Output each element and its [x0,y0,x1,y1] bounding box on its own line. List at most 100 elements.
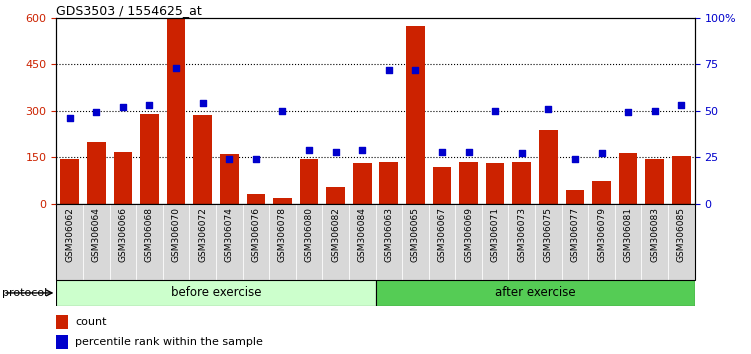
Point [569,156,581,162]
Text: GSM306065: GSM306065 [411,207,420,262]
Bar [243,204,269,280]
Point [90,110,102,115]
Bar [167,19,185,204]
Bar [193,115,212,204]
Point [356,147,368,153]
Point [170,65,182,71]
Bar [110,204,136,280]
Point [409,67,421,73]
Bar [376,280,695,306]
Point [596,150,608,156]
Bar [60,159,79,204]
Point [436,149,448,154]
Text: GSM306077: GSM306077 [571,207,580,262]
Bar [273,198,291,204]
Bar [56,335,68,348]
Bar [566,190,584,204]
Bar [615,204,641,280]
Point [383,67,395,73]
Text: percentile rank within the sample: percentile rank within the sample [75,337,264,347]
Text: GSM306081: GSM306081 [623,207,632,262]
Bar [113,153,132,204]
Text: GDS3503 / 1554625_at: GDS3503 / 1554625_at [56,4,202,17]
Bar [433,167,451,204]
Point [197,101,209,106]
Bar [87,142,106,204]
Bar [189,204,216,280]
Bar [486,163,505,204]
Text: GSM306069: GSM306069 [464,207,473,262]
Bar [220,154,239,204]
Point [463,149,475,154]
Text: after exercise: after exercise [495,286,575,299]
Bar [246,194,265,204]
Bar [429,204,455,280]
Bar [376,204,402,280]
Bar [56,204,83,280]
Text: GSM306079: GSM306079 [597,207,606,262]
Text: GSM306084: GSM306084 [357,207,366,262]
Bar [668,204,695,280]
Point [675,102,687,108]
Bar [645,159,664,204]
Bar [482,204,508,280]
Point [223,156,235,162]
Point [330,149,342,154]
Point [64,115,76,121]
Bar [56,280,376,306]
Text: GSM306068: GSM306068 [145,207,154,262]
Text: GSM306074: GSM306074 [225,207,234,262]
Text: GSM306063: GSM306063 [385,207,394,262]
Bar [402,204,429,280]
Text: GSM306083: GSM306083 [650,207,659,262]
Text: GSM306075: GSM306075 [544,207,553,262]
Text: GSM306070: GSM306070 [171,207,180,262]
Point [649,108,661,113]
Bar [641,204,668,280]
Bar [300,159,318,204]
Text: GSM306066: GSM306066 [119,207,128,262]
Bar [619,153,638,204]
Bar [588,204,615,280]
Text: count: count [75,318,107,327]
Bar [326,188,345,204]
Text: GSM306082: GSM306082 [331,207,340,262]
Text: GSM306080: GSM306080 [304,207,313,262]
Text: GSM306067: GSM306067 [438,207,447,262]
Point [250,156,262,162]
Bar [379,162,398,204]
Text: GSM306078: GSM306078 [278,207,287,262]
Bar [140,114,158,204]
Bar [269,204,296,280]
Bar [349,204,376,280]
Bar [296,204,322,280]
Text: GSM306072: GSM306072 [198,207,207,262]
Point [303,147,315,153]
Text: GSM306071: GSM306071 [490,207,499,262]
Bar [508,204,535,280]
Bar [539,130,558,204]
Text: GSM306062: GSM306062 [65,207,74,262]
Point [542,106,554,112]
Bar [56,315,68,329]
Bar [163,204,189,280]
Point [276,108,288,113]
Bar [672,156,691,204]
Point [489,108,501,113]
Text: GSM306064: GSM306064 [92,207,101,262]
Point [117,104,129,110]
Bar [216,204,243,280]
Text: GSM306085: GSM306085 [677,207,686,262]
Text: GSM306076: GSM306076 [252,207,261,262]
Point [143,102,155,108]
Bar [406,26,425,204]
Bar [535,204,562,280]
Text: GSM306073: GSM306073 [517,207,526,262]
Point [516,150,528,156]
Bar [460,162,478,204]
Bar [562,204,588,280]
Text: before exercise: before exercise [170,286,261,299]
Bar [512,162,531,204]
Bar [322,204,349,280]
Point [622,110,634,115]
